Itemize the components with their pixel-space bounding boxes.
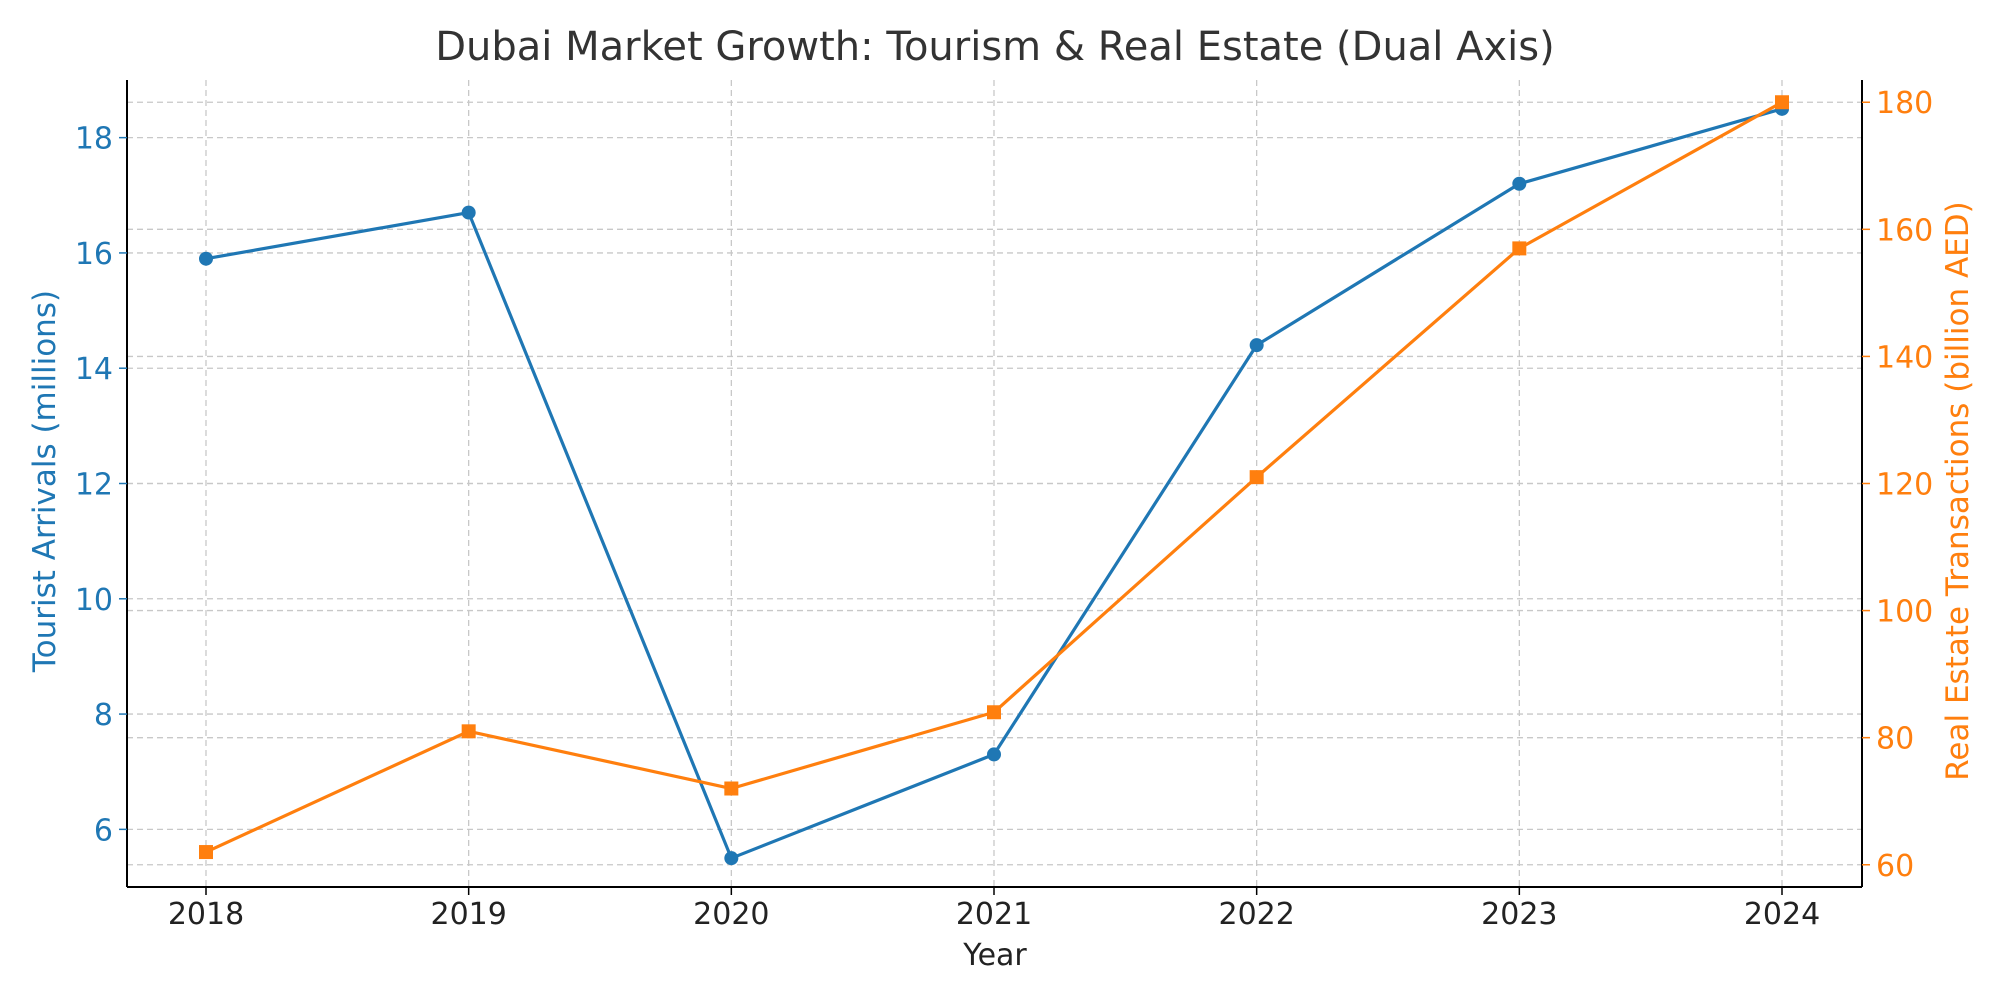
real-estate-point	[1775, 95, 1789, 110]
left-y-tick-label: 10	[75, 583, 113, 618]
left-axis-label: Tourist Arrivals (millions)	[27, 290, 63, 673]
left-y-tick-label: 8	[94, 698, 113, 733]
x-tick-label: 2021	[956, 897, 1032, 932]
tourist-arrivals-point	[199, 251, 213, 266]
right-y-tick-label: 160	[1876, 213, 1933, 248]
right-y-tick-label: 140	[1876, 340, 1933, 375]
real-estate-point	[199, 845, 213, 860]
left-y-tick-label: 14	[75, 352, 113, 387]
left-y-tick-label: 12	[75, 468, 113, 503]
right-axis-label: Real Estate Transactions (billion AED)	[1940, 201, 1976, 780]
series-layer	[199, 95, 1789, 866]
tourist-arrivals-point	[461, 205, 476, 220]
axes-layer: 2018 2019 2020 2021 2022 2023 2024 6 8 10 12 14 16 18…	[75, 80, 1933, 932]
x-tick-label: 2020	[693, 897, 769, 932]
chart-title: Dubai Market Growth: Tourism & Real Esta…	[435, 24, 1554, 70]
right-y-tick-label: 100	[1876, 595, 1933, 630]
right-y-tick-label: 60	[1876, 849, 1914, 884]
x-tick-label: 2018	[168, 897, 244, 932]
tourist-arrivals-point	[1249, 338, 1264, 353]
real-estate-point	[1512, 241, 1527, 256]
x-tick-label: 2019	[430, 897, 506, 932]
tourist-arrivals-point	[987, 747, 1001, 762]
left-y-tick-label: 18	[75, 122, 113, 157]
right-y-tick-label: 180	[1876, 86, 1933, 121]
x-axis-label: Year	[962, 938, 1027, 973]
tourist-arrivals-point	[1512, 176, 1527, 191]
tourist-arrivals-point	[724, 851, 739, 866]
left-y-tick-label: 6	[94, 813, 113, 848]
x-tick-label: 2023	[1481, 897, 1557, 932]
real-estate-point	[987, 705, 1001, 720]
right-y-tick-label: 80	[1876, 722, 1914, 757]
x-tick-label: 2024	[1744, 897, 1820, 932]
right-y-tick-label: 120	[1876, 468, 1933, 503]
grid-layer	[127, 80, 1862, 887]
left-y-tick-label: 16	[75, 237, 113, 272]
real-estate-point	[1249, 470, 1264, 485]
real-estate-point	[724, 781, 739, 796]
x-tick-label: 2022	[1218, 897, 1294, 932]
real-estate-point	[461, 724, 476, 739]
